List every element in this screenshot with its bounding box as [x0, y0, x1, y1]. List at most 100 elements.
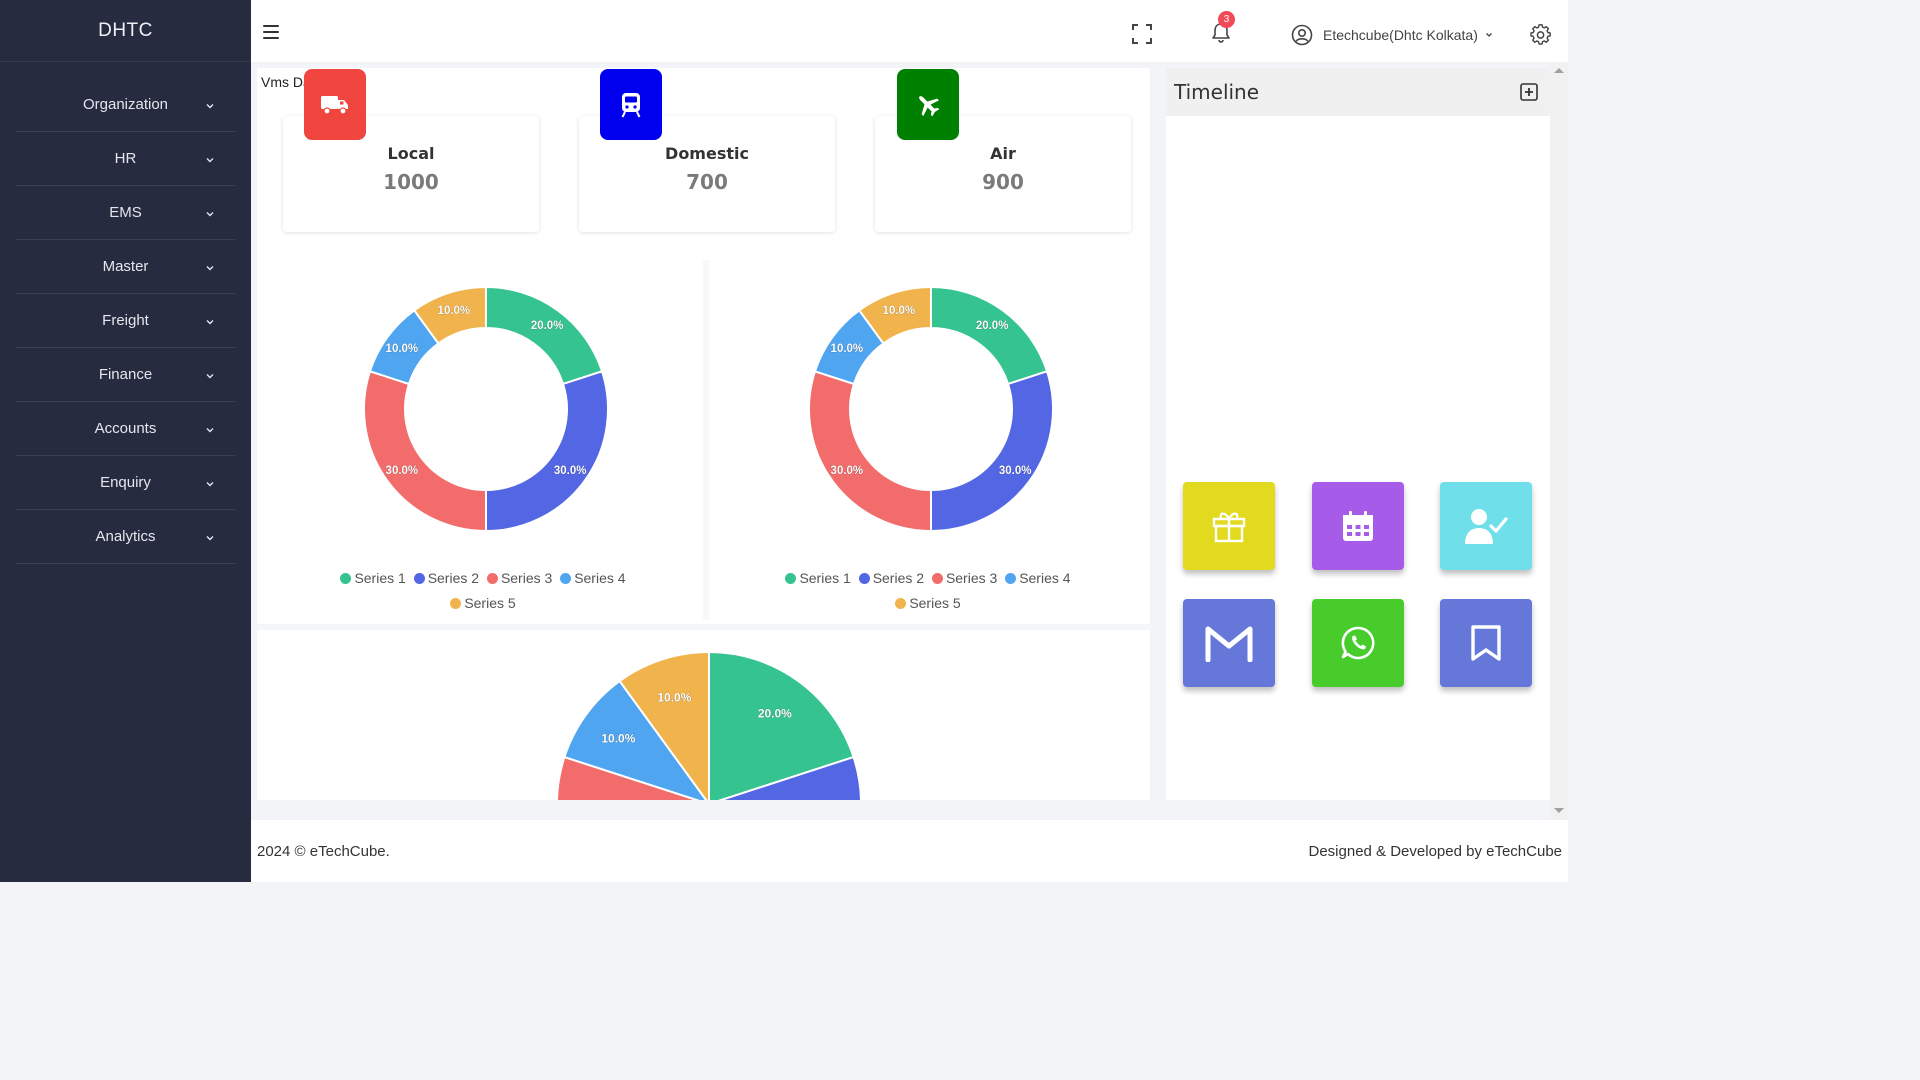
add-square-icon[interactable]	[1520, 83, 1538, 101]
chevron-down-icon	[206, 373, 214, 378]
legend-item-series-4[interactable]: Series 4	[560, 566, 626, 591]
data-label: 20.0%	[531, 320, 564, 332]
calendar-icon	[1343, 511, 1373, 541]
chevron-down-icon	[1485, 33, 1492, 37]
timeline-title: Timeline	[1174, 80, 1260, 104]
legend-item-series-5[interactable]: Series 5	[450, 591, 516, 616]
gift-icon	[1212, 512, 1246, 543]
chart-legend: Series 1 Series 2 Series 3 Series 4 Seri…	[267, 566, 703, 616]
pie-slice-series-1[interactable]	[485, 285, 604, 386]
pie-slice-series-2[interactable]	[485, 370, 609, 533]
chevron-down-icon	[206, 157, 214, 162]
data-label: 20.0%	[976, 320, 1009, 332]
whatsapp-icon	[1341, 626, 1375, 660]
scroll-up-arrow-icon[interactable]	[1554, 68, 1564, 73]
data-label: 10.0%	[438, 305, 471, 317]
data-label: 30.0%	[999, 465, 1032, 477]
legend-item-series-3[interactable]: Series 3	[486, 566, 552, 591]
sidebar-item-freight[interactable]: Freight	[16, 294, 235, 348]
sidebar-item-label: Master	[102, 258, 149, 275]
train-icon	[621, 92, 641, 117]
gmail-icon	[1205, 626, 1253, 662]
timeline-header: Timeline	[1166, 68, 1550, 116]
quick-tile-bookmark[interactable]	[1440, 599, 1532, 687]
sidebar-item-label: Freight	[102, 312, 149, 329]
data-label: 10.0%	[657, 691, 691, 705]
pie-slice-series-4[interactable]	[563, 679, 709, 800]
chevron-down-icon	[206, 535, 214, 540]
quick-tile-user-check[interactable]	[1440, 482, 1532, 570]
pie-slice-series-5[interactable]	[412, 285, 487, 345]
pie-slice-series-1[interactable]	[930, 285, 1049, 386]
footer: 2024 © eTechCube. Designed & Developed b…	[251, 820, 1568, 882]
brand-logo[interactable]: DHTC	[0, 0, 251, 62]
sidebar-item-accounts[interactable]: Accounts	[16, 402, 235, 456]
donut-chart-2-svg: 20.0% 30.0% 30.0% 10.0% 10.0%	[808, 285, 1054, 533]
quick-tile-calendar[interactable]	[1312, 482, 1404, 570]
sidebar-item-label: Organization	[82, 96, 169, 113]
quick-tile-whatsapp[interactable]	[1312, 599, 1404, 687]
content-area: Vms Dashboard Local 1000 Domestic 700	[251, 62, 1550, 800]
legend-item-series-2[interactable]: Series 2	[413, 566, 479, 591]
legend-item-series-3[interactable]: Series 3	[931, 566, 997, 591]
hamburger-menu-icon[interactable]	[263, 25, 279, 39]
pie-slice-series-2[interactable]	[930, 370, 1054, 533]
sidebar-item-organization[interactable]: Organization	[16, 78, 235, 132]
pie-chart-3: 20.0% 10.0% 10.0%	[257, 630, 1150, 800]
sidebar-item-label: Finance	[98, 366, 153, 383]
scroll-down-arrow-icon[interactable]	[1554, 808, 1564, 813]
user-menu[interactable]: Etechcube(Dhtc Kolkata)	[1291, 24, 1494, 46]
chevron-down-icon	[206, 319, 214, 324]
data-label: 10.0%	[386, 343, 419, 355]
fullscreen-icon[interactable]	[1132, 24, 1152, 44]
sidebar-item-hr[interactable]: HR	[16, 132, 235, 186]
divider	[257, 624, 1150, 630]
footer-copyright: 2024 © eTechCube.	[257, 843, 390, 860]
chart-legend: Series 1 Series 2 Series 3 Series 4 Seri…	[712, 566, 1148, 616]
vertical-scrollbar[interactable]	[1550, 62, 1568, 820]
pie-slice-series-5[interactable]	[618, 650, 710, 800]
data-label: 30.0%	[386, 465, 419, 477]
divider	[703, 260, 709, 620]
quick-tile-gmail[interactable]	[1183, 599, 1275, 687]
chevron-down-icon	[206, 103, 214, 108]
sidebar-item-label: Accounts	[94, 420, 157, 437]
sidebar-item-finance[interactable]: Finance	[16, 348, 235, 402]
pie-chart-3-svg: 20.0% 10.0% 10.0%	[556, 650, 862, 800]
legend-item-series-1[interactable]: Series 1	[340, 566, 406, 591]
card-icon-box	[304, 69, 366, 140]
notification-badge: 3	[1218, 11, 1235, 28]
legend-item-series-2[interactable]: Series 2	[858, 566, 924, 591]
pie-slice-series-2[interactable]	[709, 755, 862, 800]
pie-slice-series-3[interactable]	[808, 370, 932, 533]
sidebar-item-ems[interactable]: EMS	[16, 186, 235, 240]
legend-item-series-5[interactable]: Series 5	[895, 591, 961, 616]
sidebar-item-master[interactable]: Master	[16, 240, 235, 294]
legend-item-series-4[interactable]: Series 4	[1005, 566, 1071, 591]
data-label: 10.0%	[601, 731, 635, 745]
truck-icon	[321, 95, 348, 115]
card-value: 1000	[383, 170, 439, 194]
card-title: Air	[990, 144, 1016, 163]
card-value: 700	[686, 170, 728, 194]
chevron-down-icon	[206, 427, 214, 432]
donut-chart-1-svg: 20.0% 30.0% 30.0% 10.0% 10.0%	[363, 285, 609, 533]
sidebar-item-label: Enquiry	[100, 474, 151, 491]
dashboard-panel: Vms Dashboard Local 1000 Domestic 700	[257, 68, 1150, 800]
pie-slice-series-1[interactable]	[708, 650, 855, 800]
chevron-down-icon	[206, 211, 214, 216]
donut-chart-1: 20.0% 30.0% 30.0% 10.0% 10.0% Series 1 Serie…	[267, 260, 703, 622]
topbar: 3 Etechcube(Dhtc Kolkata)	[251, 0, 1568, 62]
sidebar-item-analytics[interactable]: Analytics	[16, 510, 235, 564]
sidebar: DHTC Organization HR EMS Master Freight …	[0, 0, 251, 882]
user-check-icon	[1465, 509, 1508, 544]
airplane-icon	[919, 95, 940, 116]
sidebar-item-enquiry[interactable]: Enquiry	[16, 456, 235, 510]
gear-icon[interactable]	[1530, 24, 1552, 46]
pie-slice-series-3[interactable]	[363, 370, 487, 533]
quick-tile-gift[interactable]	[1183, 482, 1275, 570]
chevron-down-icon	[206, 481, 214, 486]
pie-slice-series-5[interactable]	[857, 285, 932, 345]
card-title: Domestic	[665, 144, 749, 163]
legend-item-series-1[interactable]: Series 1	[785, 566, 851, 591]
